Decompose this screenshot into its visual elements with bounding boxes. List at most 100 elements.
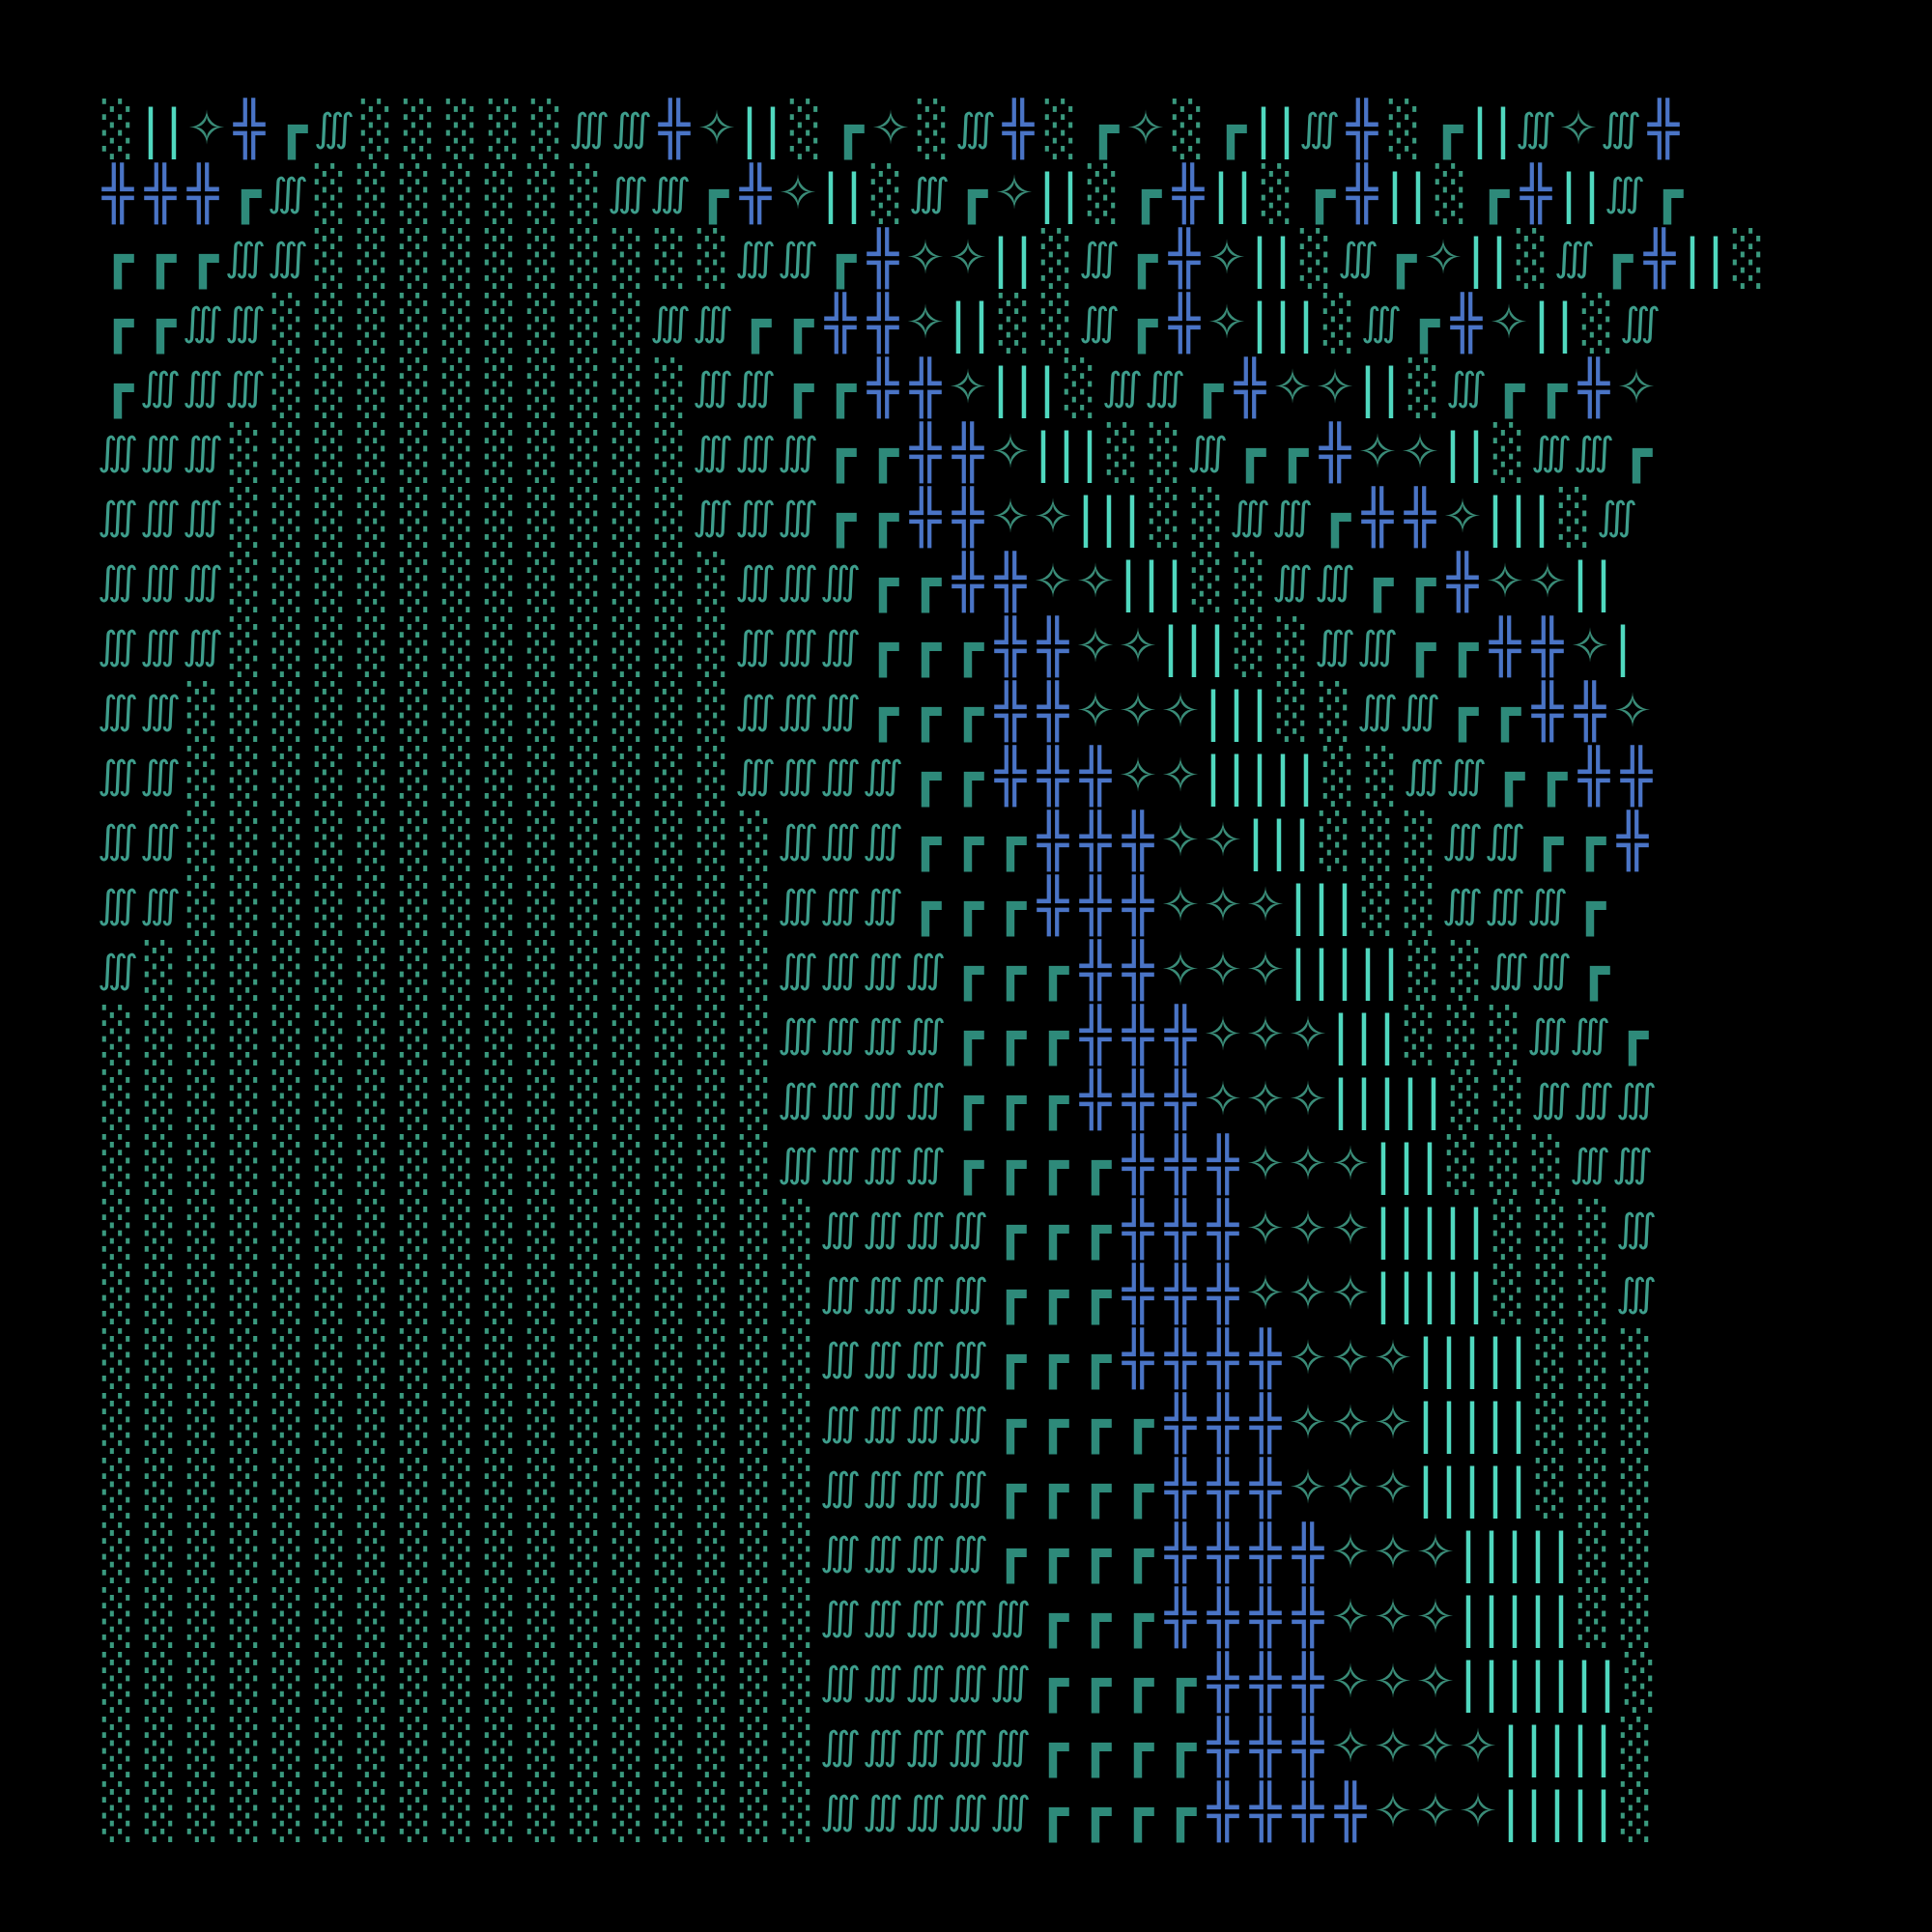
integral-glyph: ∭ <box>1619 300 1662 345</box>
box-corner-glyph: ┏ <box>1122 1587 1154 1648</box>
star-icon: ✧ <box>1330 1331 1371 1385</box>
box-corner-glyph: ┏ <box>1037 1069 1069 1130</box>
box-corner-glyph: ┏ <box>994 1134 1027 1195</box>
star-icon: ✧ <box>1245 1008 1286 1062</box>
shade-glyph: ░ <box>271 487 304 548</box>
bar-glyph: | <box>1439 1458 1459 1519</box>
glyph-row: ∭ ∭ ░ ░ ░ ░ ░ ░ ░ ░ ░ ░ ░ ░ ░ ∭ ∭ ∭ ┏ ┏ ┏ ╬ ╬ ✧ ✧ ✧ | | | ░ ░ ∭ ∭ ┏ ┏ ╬ ╬ ✧ <box>97 679 1835 744</box>
integral-glyph: ∭ <box>267 171 309 215</box>
shade-glyph: ░ <box>1191 487 1224 548</box>
integral-glyph: ∭ <box>1441 818 1484 863</box>
integral-glyph: ∭ <box>1604 171 1646 215</box>
shade-glyph: ░ <box>314 875 347 936</box>
shade-glyph: ░ <box>781 1458 814 1519</box>
star-icon: ✧ <box>1616 360 1657 414</box>
integral-glyph: ∭ <box>139 495 182 539</box>
double-cross-glyph: ╬ <box>867 357 899 418</box>
shade-glyph: ░ <box>484 1522 517 1583</box>
shade-glyph: ░ <box>229 875 262 936</box>
shade-glyph: ░ <box>399 552 432 612</box>
shade-glyph: ░ <box>271 1134 304 1195</box>
double-cross-glyph: ╬ <box>1122 1069 1154 1130</box>
bar-glyph: | <box>1235 163 1254 224</box>
shade-glyph: ░ <box>1064 357 1096 418</box>
integral-glyph: ∭ <box>224 365 267 410</box>
bar-glyph: | <box>1250 746 1269 807</box>
shade-glyph: ░ <box>356 810 389 871</box>
shade-glyph: ░ <box>356 228 389 289</box>
box-corner-glyph: ┏ <box>739 293 772 354</box>
shade-glyph: ░ <box>144 1652 177 1713</box>
integral-glyph: ∭ <box>947 1724 989 1769</box>
star-icon: ✧ <box>1458 1784 1498 1838</box>
bar-glyph: | <box>1296 293 1316 354</box>
box-corner-glyph: ┏ <box>909 552 942 612</box>
shade-glyph: ░ <box>441 1199 474 1260</box>
shade-glyph: ░ <box>654 940 687 1001</box>
shade-glyph: ░ <box>314 746 347 807</box>
shade-glyph: ░ <box>484 552 517 612</box>
box-corner-glyph: ┏ <box>1535 746 1568 807</box>
shade-glyph: ░ <box>314 1781 347 1842</box>
integral-glyph: ∭ <box>1488 948 1530 992</box>
shade-glyph: ░ <box>1087 163 1120 224</box>
box-corner-glyph: ┏ <box>101 293 134 354</box>
star-icon: ✧ <box>1330 1655 1371 1709</box>
shade-glyph: ░ <box>271 1005 304 1065</box>
shade-glyph: ░ <box>101 1264 134 1324</box>
shade-glyph: ░ <box>654 1134 687 1195</box>
box-corner-glyph: ┏ <box>144 293 177 354</box>
shade-glyph: ░ <box>186 1717 219 1777</box>
star-icon: ✧ <box>1330 1137 1371 1191</box>
shade-glyph: ░ <box>441 357 474 418</box>
star-icon: ✧ <box>1033 490 1073 544</box>
double-cross-glyph: ╬ <box>1249 1652 1282 1713</box>
box-corner-glyph: ┏ <box>952 1005 984 1065</box>
shade-glyph: ░ <box>356 1005 389 1065</box>
shade-glyph: ░ <box>356 1652 389 1713</box>
star-icon: ✧ <box>1160 943 1201 997</box>
shade-glyph: ░ <box>484 810 517 871</box>
double-cross-glyph: ╬ <box>186 163 219 224</box>
box-corner-glyph: ┏ <box>824 422 857 483</box>
integral-glyph: ∭ <box>97 624 139 668</box>
shade-glyph: ░ <box>484 1587 517 1648</box>
shade-glyph: ░ <box>484 1652 517 1713</box>
integral-glyph: ∭ <box>182 624 224 668</box>
integral-glyph: ∭ <box>989 1724 1032 1769</box>
double-cross-glyph: ╬ <box>1164 1393 1197 1454</box>
bar-glyph: | <box>1706 228 1725 289</box>
double-cross-glyph: ╬ <box>1249 1717 1282 1777</box>
shade-glyph: ░ <box>484 293 517 354</box>
box-corner-glyph: ┏ <box>1129 163 1162 224</box>
double-cross-glyph: ╬ <box>101 163 134 224</box>
integral-glyph: ∭ <box>777 1012 819 1057</box>
integral-glyph: ∭ <box>1356 624 1399 668</box>
double-cross-glyph: ╬ <box>1207 1717 1239 1777</box>
shade-glyph: ░ <box>569 1134 602 1195</box>
double-cross-glyph: ╬ <box>1249 1393 1282 1454</box>
glyph-row: ░ ░ ░ ░ ░ ░ ░ ░ ░ ░ ░ ░ ░ ░ ░ ░ ░ ∭ ∭ ∭ ∭ ┏ ┏ ┏ ╬ ╬ ╬ ╬ ✧ ✧ ✧ | | | | | ░ ░ ░ <box>97 1326 1835 1391</box>
shade-glyph: ░ <box>569 1652 602 1713</box>
shade-glyph: ░ <box>1577 1328 1610 1389</box>
bar-glyph: | <box>1439 1393 1459 1454</box>
integral-glyph: ∭ <box>1314 559 1356 604</box>
star-icon: ✧ <box>1415 1590 1456 1644</box>
integral-glyph: ∭ <box>139 559 182 604</box>
integral-glyph: ∭ <box>777 1077 819 1122</box>
shade-glyph: ░ <box>314 1069 347 1130</box>
bar-glyph: | <box>1358 940 1378 1001</box>
shade-glyph: ░ <box>441 746 474 807</box>
bar-glyph: | <box>1312 940 1331 1001</box>
shade-glyph: ░ <box>271 357 304 418</box>
box-corner-glyph: ┏ <box>1079 1199 1112 1260</box>
shade-glyph: ░ <box>399 1458 432 1519</box>
double-cross-glyph: ╬ <box>867 228 899 289</box>
bar-glyph: | <box>141 99 160 159</box>
bar-glyph: | <box>1486 1458 1505 1519</box>
shade-glyph: ░ <box>441 228 474 289</box>
shade-glyph: ░ <box>739 1652 772 1713</box>
shade-glyph: ░ <box>1620 1717 1653 1777</box>
box-corner-glyph: ┏ <box>994 1199 1027 1260</box>
bar-glyph: | <box>1381 357 1401 418</box>
